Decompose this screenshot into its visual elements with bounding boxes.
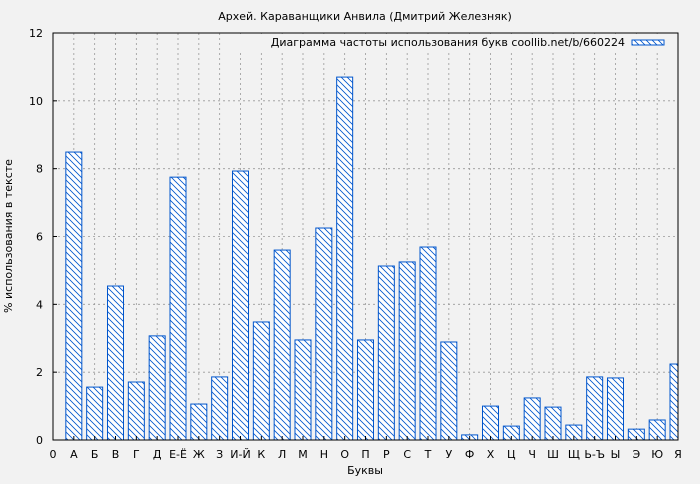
bar-К (252, 321, 270, 440)
chart-title: Архей. Караванщики Анвила (Дмитрий Желез… (218, 10, 512, 23)
bar-Б (86, 386, 104, 440)
x-tick-label: К (257, 448, 265, 461)
bar-С (398, 261, 416, 440)
bar-Л (273, 249, 291, 440)
y-tick-label: 10 (29, 95, 43, 108)
x-tick-label: О (340, 448, 349, 461)
x-tick-label: Ь-Ъ (584, 448, 605, 461)
y-tick-label: 0 (36, 434, 43, 447)
x-tick-label: Х (487, 448, 495, 461)
legend: Диаграмма частоты использования букв coo… (240, 34, 676, 51)
legend-label: Диаграмма частоты использования букв coo… (271, 36, 625, 49)
x-tick-label: У (445, 448, 452, 461)
bar-У (440, 341, 458, 440)
x-tick-label: Г (133, 448, 140, 461)
bar-Г (127, 381, 145, 440)
x-tick-label: Ы (611, 448, 621, 461)
x-tick-label: З (216, 448, 223, 461)
bar-О (336, 76, 354, 440)
x-tick-label: Б (91, 448, 99, 461)
x-tick-label: М (298, 448, 308, 461)
y-tick-label: 8 (36, 163, 43, 176)
x-tick-label: Ш (547, 448, 559, 461)
bar-П (357, 339, 374, 440)
y-axis-label: % использования в тексте (2, 159, 15, 313)
bar-А (65, 151, 83, 440)
bar-Э (627, 428, 645, 440)
bar-Ю (648, 419, 666, 440)
bar-Ж (190, 403, 208, 440)
y-tick-label: 4 (36, 298, 43, 311)
bar-И-Й (232, 170, 249, 440)
y-tick-label: 6 (36, 231, 43, 244)
bar-М (294, 339, 312, 440)
x-tick-label: Ю (651, 448, 663, 461)
bars (65, 76, 678, 440)
x-axis-label: Буквы (347, 464, 383, 477)
x-tick-label: Т (424, 448, 432, 461)
x-tick-label: А (70, 448, 78, 461)
bar-Е-Ё (169, 176, 187, 440)
x-tick-label: Л (278, 448, 286, 461)
y-tick-label: 12 (29, 27, 43, 40)
bar-Т (419, 246, 437, 440)
x-tick-label: И-Й (230, 448, 250, 461)
bar-Ы (607, 377, 624, 440)
bar-З (211, 376, 229, 440)
bar-Ц (502, 425, 520, 440)
x-tick-label: Н (320, 448, 328, 461)
x-tick-label: Е-Ё (169, 448, 187, 461)
bar-Д (148, 335, 166, 440)
x-tick-label: Р (383, 448, 390, 461)
tick-labels: 0 А Б В Г Д Е-Ё Ж З И-Й К Л М Н О П Р С Т У Ф Х Ц Ч Ш Щ Ь-Ъ Ы Э Ю Я024… (29, 27, 682, 461)
x-tick-label: Д (153, 448, 162, 461)
x-tick-label: Ф (465, 448, 474, 461)
bar-Х (482, 405, 499, 440)
x-tick-label: 0 (50, 448, 57, 461)
x-tick-label: Щ (568, 448, 580, 461)
bar-Ч (523, 397, 541, 440)
y-tick-label: 2 (36, 366, 43, 379)
legend-swatch (631, 39, 665, 46)
x-tick-label: Ж (193, 448, 205, 461)
x-tick-label: Я (674, 448, 682, 461)
bar-Р (377, 265, 395, 440)
bar-Ь-Ъ (586, 376, 604, 440)
x-tick-label: П (361, 448, 369, 461)
x-tick-label: Ц (507, 448, 516, 461)
x-tick-label: С (403, 448, 411, 461)
bar-Ш (544, 406, 562, 440)
bar-Я (669, 363, 678, 440)
x-tick-label: Э (632, 448, 640, 461)
bar-В (107, 285, 124, 440)
x-tick-label: Ч (528, 448, 536, 461)
bar-Н (315, 227, 333, 440)
x-tick-label: В (112, 448, 120, 461)
